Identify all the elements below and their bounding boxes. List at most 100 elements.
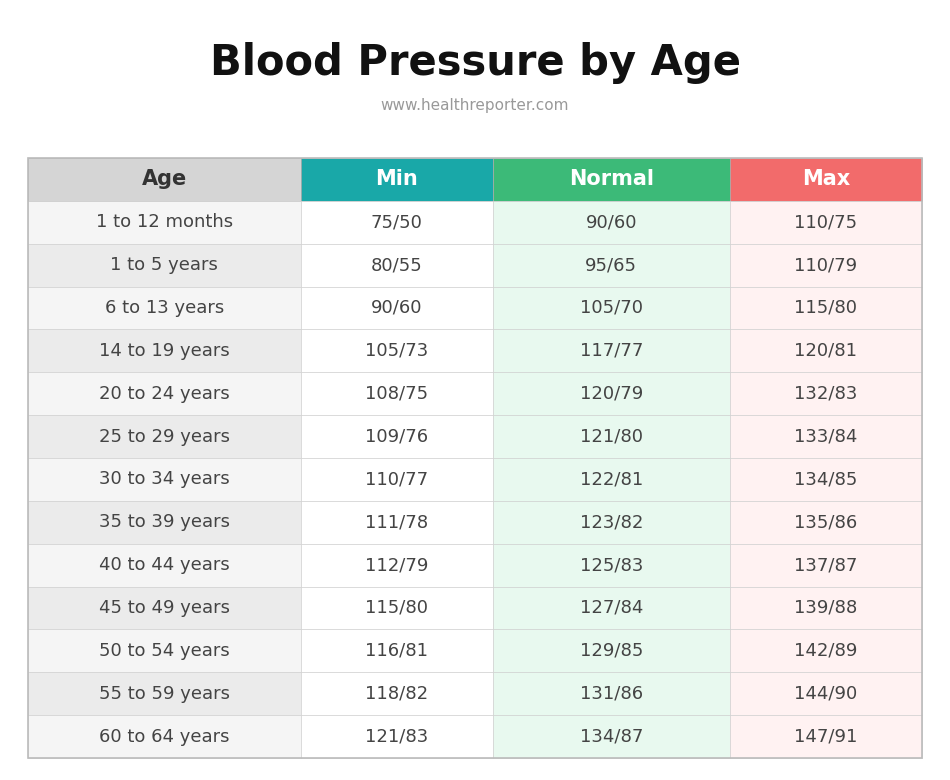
Text: 80/55: 80/55	[370, 256, 423, 274]
Text: 110/77: 110/77	[365, 470, 428, 488]
Text: Age: Age	[142, 169, 187, 190]
Text: 122/81: 122/81	[580, 470, 643, 488]
Bar	[28, 715, 300, 758]
Bar	[300, 372, 493, 415]
Text: 127/84: 127/84	[580, 599, 643, 617]
Text: 112/79: 112/79	[365, 556, 428, 574]
Bar	[493, 243, 730, 286]
Text: 95/65: 95/65	[585, 256, 637, 274]
Bar	[730, 672, 922, 715]
Bar	[493, 372, 730, 415]
Bar	[493, 501, 730, 544]
Text: 118/82: 118/82	[365, 685, 428, 703]
Bar	[300, 587, 493, 629]
Text: 129/85: 129/85	[580, 642, 643, 660]
Text: 14 to 19 years: 14 to 19 years	[99, 342, 230, 360]
Bar	[730, 544, 922, 587]
Bar	[730, 415, 922, 458]
Bar	[28, 201, 300, 243]
Text: 134/85: 134/85	[794, 470, 858, 488]
Text: Max: Max	[802, 169, 850, 190]
Bar	[300, 458, 493, 501]
Bar	[300, 501, 493, 544]
Text: 60 to 64 years: 60 to 64 years	[99, 728, 230, 746]
Text: www.healthreporter.com: www.healthreporter.com	[381, 98, 569, 113]
Text: 139/88: 139/88	[794, 599, 858, 617]
Text: 50 to 54 years: 50 to 54 years	[99, 642, 230, 660]
Text: Blood Pressure by Age: Blood Pressure by Age	[210, 42, 740, 84]
Bar	[28, 629, 300, 672]
Bar	[28, 286, 300, 329]
Bar	[730, 501, 922, 544]
Bar	[28, 243, 300, 286]
Bar	[300, 415, 493, 458]
Text: 1 to 5 years: 1 to 5 years	[110, 256, 218, 274]
Text: 109/76: 109/76	[365, 427, 428, 445]
Bar	[730, 286, 922, 329]
Bar	[730, 715, 922, 758]
Text: 35 to 39 years: 35 to 39 years	[99, 513, 230, 531]
Bar	[493, 672, 730, 715]
Bar	[493, 286, 730, 329]
Bar	[493, 329, 730, 372]
Bar	[730, 372, 922, 415]
Text: 142/89: 142/89	[794, 642, 858, 660]
Text: 133/84: 133/84	[794, 427, 858, 445]
Bar	[493, 415, 730, 458]
Text: 25 to 29 years: 25 to 29 years	[99, 427, 230, 445]
Bar	[28, 501, 300, 544]
Bar	[493, 587, 730, 629]
Text: 144/90: 144/90	[794, 685, 858, 703]
Text: 135/86: 135/86	[794, 513, 858, 531]
Text: 30 to 34 years: 30 to 34 years	[99, 470, 230, 488]
Bar	[300, 672, 493, 715]
Text: 132/83: 132/83	[794, 385, 858, 402]
Bar	[493, 544, 730, 587]
Text: 117/77: 117/77	[580, 342, 643, 360]
Text: 75/50: 75/50	[370, 213, 423, 232]
Bar	[28, 158, 922, 758]
Bar	[730, 201, 922, 243]
Text: 121/80: 121/80	[580, 427, 643, 445]
Text: 131/86: 131/86	[580, 685, 643, 703]
Text: 20 to 24 years: 20 to 24 years	[99, 385, 230, 402]
Text: 115/80: 115/80	[365, 599, 428, 617]
Bar	[300, 544, 493, 587]
Bar	[300, 329, 493, 372]
Text: 1 to 12 months: 1 to 12 months	[96, 213, 233, 232]
Text: 45 to 49 years: 45 to 49 years	[99, 599, 230, 617]
Bar	[493, 629, 730, 672]
Text: 120/81: 120/81	[794, 342, 858, 360]
Bar	[28, 415, 300, 458]
Bar	[730, 629, 922, 672]
Text: 40 to 44 years: 40 to 44 years	[99, 556, 230, 574]
Bar	[493, 458, 730, 501]
Bar	[28, 329, 300, 372]
Text: 120/79: 120/79	[580, 385, 643, 402]
Text: 147/91: 147/91	[794, 728, 858, 746]
Text: 6 to 13 years: 6 to 13 years	[104, 299, 224, 317]
Bar	[730, 243, 922, 286]
Bar	[28, 587, 300, 629]
Text: 105/70: 105/70	[580, 299, 643, 317]
Text: 115/80: 115/80	[794, 299, 858, 317]
Bar	[300, 158, 493, 201]
Text: 110/79: 110/79	[794, 256, 858, 274]
Bar	[730, 158, 922, 201]
Bar	[28, 544, 300, 587]
Text: 105/73: 105/73	[365, 342, 428, 360]
Text: 123/82: 123/82	[580, 513, 643, 531]
Bar	[28, 372, 300, 415]
Text: 125/83: 125/83	[580, 556, 643, 574]
Bar	[28, 458, 300, 501]
Bar	[300, 243, 493, 286]
Bar	[28, 672, 300, 715]
Bar	[493, 715, 730, 758]
Text: Min: Min	[375, 169, 418, 190]
Bar	[300, 715, 493, 758]
Text: 55 to 59 years: 55 to 59 years	[99, 685, 230, 703]
Text: 134/87: 134/87	[580, 728, 643, 746]
Bar	[493, 158, 730, 201]
Bar	[28, 158, 300, 201]
Text: 111/78: 111/78	[365, 513, 428, 531]
